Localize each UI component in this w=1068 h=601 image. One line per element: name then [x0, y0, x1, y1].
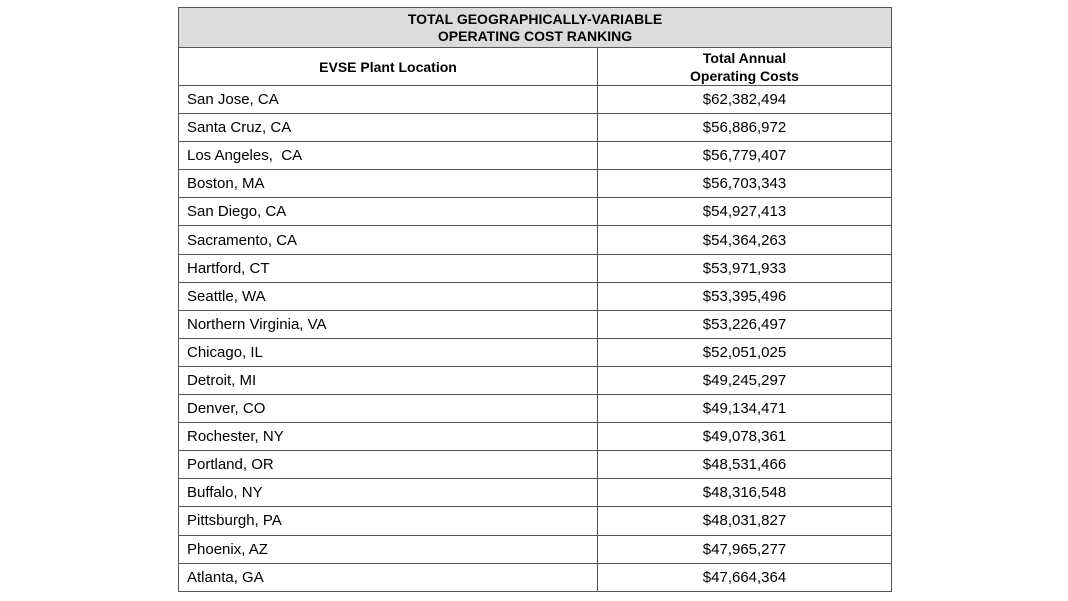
cost-cell: $49,245,297 [596, 365, 893, 396]
data-row: Rochester, NY $49,078,361 [178, 422, 893, 452]
data-row: Portland, OR $48,531,466 [178, 450, 893, 480]
data-row: Buffalo, NY $48,316,548 [178, 478, 893, 508]
cost-cell: $54,927,413 [596, 197, 893, 227]
data-row: Chicago, IL $52,051,025 [178, 337, 893, 367]
title-cell: TOTAL GEOGRAPHICALLY-VARIABLE OPERATING C… [177, 7, 893, 48]
location-cell: Seattle, WA [178, 281, 598, 311]
location-cell: Phoenix, AZ [178, 534, 598, 564]
cost-cell: $49,134,471 [596, 394, 893, 424]
data-row: Phoenix, AZ $47,965,277 [178, 534, 893, 564]
ranking-table: TOTAL GEOGRAPHICALLY-VARIABLE OPERATING C… [177, 7, 893, 592]
location-cell: Atlanta, GA [178, 562, 598, 592]
cost-cell: $54,364,263 [596, 225, 893, 255]
data-row: Seattle, WA $53,395,496 [178, 281, 893, 311]
location-cell: Hartford, CT [178, 253, 598, 283]
data-row: San Jose, CA $62,382,494 [178, 84, 893, 115]
data-row: San Diego, CA $54,927,413 [178, 197, 893, 227]
cost-cell: $47,965,277 [596, 534, 893, 564]
title-row: TOTAL GEOGRAPHICALLY-VARIABLE OPERATING C… [177, 7, 893, 48]
data-row: Santa Cruz, CA $56,886,972 [178, 113, 893, 143]
cost-cell: $53,226,497 [596, 309, 893, 339]
cost-cell: $56,779,407 [596, 141, 893, 171]
cost-cell: $56,703,343 [596, 169, 893, 199]
location-cell: Detroit, MI [178, 365, 598, 396]
cell-text-line: OPERATING COST RANKING [437, 27, 633, 44]
location-cell: Rochester, NY [178, 422, 598, 452]
cell-text-line: Operating Costs [690, 67, 799, 84]
column-header: EVSE Plant Location [178, 47, 598, 86]
cell-text-line: TOTAL GEOGRAPHICALLY-VARIABLE [407, 10, 663, 27]
location-cell: Pittsburgh, PA [178, 506, 598, 536]
cost-cell: $53,971,933 [596, 253, 893, 283]
location-cell: San Jose, CA [178, 84, 598, 115]
location-cell: Denver, CO [178, 394, 598, 424]
location-cell: Los Angeles, CA [178, 141, 598, 171]
location-cell: Chicago, IL [178, 337, 598, 367]
cost-cell: $53,395,496 [596, 281, 893, 311]
data-row: Denver, CO $49,134,471 [178, 394, 893, 424]
location-cell: Portland, OR [178, 450, 598, 480]
data-row: Atlanta, GA $47,664,364 [178, 562, 893, 592]
cell-text-line: EVSE Plant Location [319, 58, 457, 75]
location-cell: Sacramento, CA [178, 225, 598, 255]
cost-cell: $49,078,361 [596, 422, 893, 452]
data-row: Hartford, CT $53,971,933 [178, 253, 893, 283]
cost-cell: $52,051,025 [596, 337, 893, 367]
data-row: Detroit, MI $49,245,297 [178, 365, 893, 396]
cost-cell: $48,316,548 [596, 478, 893, 508]
header-row: EVSE Plant Location Total Annual Operating… [178, 47, 893, 86]
cell-text-line: Total Annual [702, 49, 787, 66]
location-cell: Northern Virginia, VA [178, 309, 598, 339]
location-cell: Santa Cruz, CA [178, 113, 598, 143]
location-cell: San Diego, CA [178, 197, 598, 227]
data-row: Boston, MA $56,703,343 [178, 169, 893, 199]
data-row: Pittsburgh, PA $48,031,827 [178, 506, 893, 536]
location-cell: Boston, MA [178, 169, 598, 199]
cost-cell: $48,031,827 [596, 506, 893, 536]
data-row: Los Angeles, CA $56,779,407 [178, 141, 893, 171]
data-row: Sacramento, CA $54,364,263 [178, 225, 893, 255]
cost-cell: $47,664,364 [596, 562, 893, 592]
cost-cell: $62,382,494 [596, 84, 893, 115]
data-row: Northern Virginia, VA $53,226,497 [178, 309, 893, 339]
column-header: Total Annual Operating Costs [596, 47, 893, 86]
location-cell: Buffalo, NY [178, 478, 598, 508]
cost-cell: $48,531,466 [596, 450, 893, 480]
cost-cell: $56,886,972 [596, 113, 893, 143]
